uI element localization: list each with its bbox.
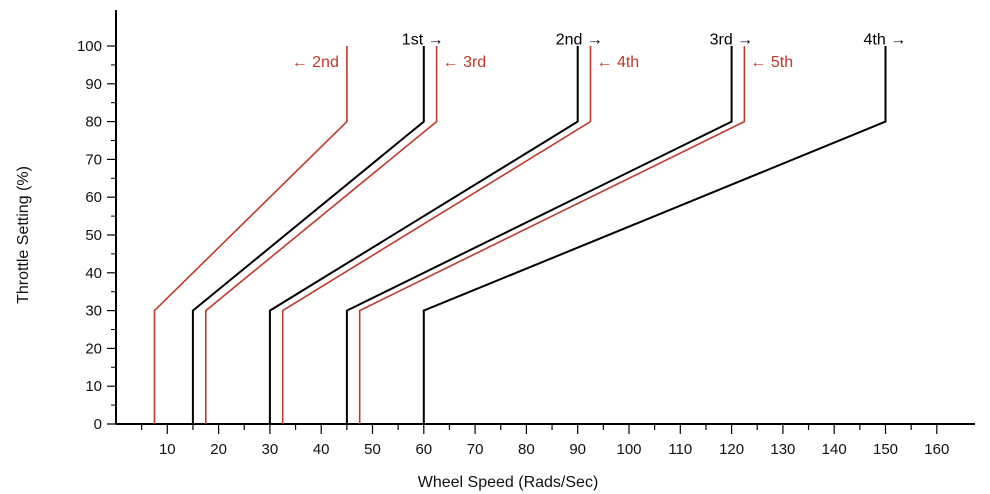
- shift-line-3: [205, 46, 438, 424]
- x-tick-label: 110: [668, 441, 692, 458]
- shift-line-2: [191, 46, 425, 424]
- y-axis-label: Throttle Setting (%): [15, 166, 32, 304]
- y-tick-label: 30: [85, 303, 102, 320]
- shift-annotation: 1st →: [402, 31, 444, 48]
- x-axis-label: Wheel Speed (Rads/Sec): [418, 474, 599, 491]
- x-tick-label: 60: [415, 441, 432, 458]
- axes: 0 10 20 30 40 50 60 70 80 90 100 10 20 30 40 50 60 70 80 90…: [77, 10, 975, 458]
- x-tick-label: 10: [159, 441, 176, 458]
- x-tick-label: 40: [313, 441, 330, 458]
- shift-annotation: ← 2nd: [292, 54, 339, 71]
- y-tick-label: 10: [85, 378, 102, 395]
- shift-annotation: ← 3rd: [443, 54, 487, 71]
- y-tick-label: 60: [85, 189, 102, 206]
- x-tick-label: 120: [719, 441, 744, 458]
- series-lines: [153, 46, 887, 424]
- shift-annotation: ← 4th: [597, 54, 640, 71]
- shift-line-7: [358, 46, 746, 424]
- shift-line-1: [153, 46, 348, 424]
- y-tick-label: 80: [85, 114, 102, 131]
- x-tick-label: 140: [822, 441, 847, 458]
- x-tick-label: 20: [210, 441, 227, 458]
- y-tick-label: 20: [85, 340, 102, 357]
- x-tick-label: 90: [569, 441, 586, 458]
- x-tick-label: 70: [467, 441, 484, 458]
- y-tick-label: 0: [94, 416, 102, 433]
- shift-annotation: ← 5th: [750, 54, 793, 71]
- shift-annotation: 4th →: [864, 31, 907, 48]
- shift-annotation: 3rd →: [710, 31, 754, 48]
- annotations: ← 2nd 1st → ← 3rd 2nd → ← 4th 3rd → ← 5th 4th →: [292, 31, 906, 71]
- x-tick-label: 160: [924, 441, 949, 458]
- x-tick-label: 130: [770, 441, 795, 458]
- shift-line-4: [268, 46, 579, 424]
- x-tick-label: 30: [262, 441, 279, 458]
- shift-line-5: [281, 46, 592, 424]
- shift-line-8: [422, 46, 887, 424]
- y-tick-label: 40: [85, 265, 102, 282]
- x-tick-label: 50: [364, 441, 381, 458]
- y-tick-label: 100: [77, 38, 102, 55]
- shift-line-6: [345, 46, 733, 424]
- x-tick-label: 80: [518, 441, 535, 458]
- x-tick-label: 150: [873, 441, 898, 458]
- x-tick-label: 100: [616, 441, 641, 458]
- y-tick-label: 50: [85, 227, 102, 244]
- y-tick-label: 90: [85, 76, 102, 93]
- shift-annotation: 2nd →: [556, 31, 603, 48]
- y-tick-label: 70: [85, 151, 102, 168]
